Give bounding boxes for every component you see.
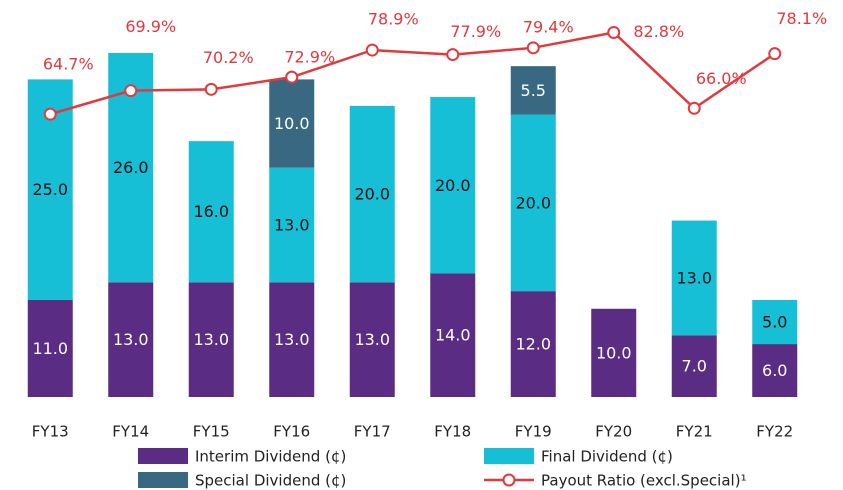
bar-segment xyxy=(671,220,717,336)
x-tick-label: FY15 xyxy=(193,423,230,441)
line-label: 78.1% xyxy=(776,9,827,28)
line-marker xyxy=(43,107,57,121)
line-marker xyxy=(124,84,138,98)
x-tick-label: FY21 xyxy=(676,423,713,441)
line-label: 70.2% xyxy=(203,48,254,67)
x-tick-label: FY18 xyxy=(434,423,471,441)
bar-segment xyxy=(510,291,556,397)
bar-segment xyxy=(188,282,234,397)
bar-segment xyxy=(510,66,556,115)
line-label: 69.9% xyxy=(125,17,176,36)
line-label: 64.7% xyxy=(43,55,94,74)
bar-segment xyxy=(671,335,717,397)
x-tick-label: FY20 xyxy=(595,423,632,441)
bar-label: 16.0 xyxy=(193,202,229,221)
line-label: 77.9% xyxy=(450,22,501,41)
bar-label: 10.0 xyxy=(596,343,632,362)
bar-label: 7.0 xyxy=(682,357,707,376)
bar-segment xyxy=(349,282,395,397)
x-tick-label: FY17 xyxy=(354,423,391,441)
bar-label: 20.0 xyxy=(354,185,390,204)
bar-label: 6.0 xyxy=(762,361,787,380)
bar-segment xyxy=(752,344,798,397)
legend-label: Payout Ratio (excl.Special)¹ xyxy=(541,472,747,490)
bar-label: 25.0 xyxy=(32,180,68,199)
bar-segment xyxy=(108,282,154,397)
bar-label: 26.0 xyxy=(113,158,149,177)
bar-label: 20.0 xyxy=(515,193,551,212)
bar-label: 11.0 xyxy=(32,339,68,358)
line-label: 78.9% xyxy=(368,10,419,29)
line-marker xyxy=(526,41,540,55)
bar-label: 13.0 xyxy=(274,215,310,234)
bar-segment xyxy=(27,299,73,397)
legend-swatch xyxy=(138,472,188,488)
bar-segment xyxy=(269,282,315,397)
legend-swatch xyxy=(484,448,534,464)
payout-line xyxy=(49,31,776,116)
line-label: 66.0% xyxy=(696,69,747,88)
legend-label: Special Dividend (¢) xyxy=(195,472,346,490)
legend-label: Interim Dividend (¢) xyxy=(195,448,346,466)
bar-label: 14.0 xyxy=(435,326,471,345)
bar-segment xyxy=(430,97,476,274)
bar-label: 20.0 xyxy=(435,176,471,195)
bar-segment xyxy=(430,273,476,397)
x-tick-label: FY22 xyxy=(756,423,793,441)
bar-label: 5.0 xyxy=(762,313,787,332)
x-tick-label: FY19 xyxy=(515,423,552,441)
line-marker xyxy=(446,48,460,62)
x-tick-label: FY13 xyxy=(32,423,69,441)
bar-label: 12.0 xyxy=(515,335,551,354)
bar-label: 10.0 xyxy=(274,114,310,133)
legend-swatch xyxy=(138,448,188,464)
legend-marker xyxy=(502,473,516,487)
bar-label: 13.0 xyxy=(354,330,390,349)
line-marker xyxy=(365,43,379,57)
bar-label: 13.0 xyxy=(113,330,149,349)
line-label: 82.8% xyxy=(633,22,684,41)
line-marker xyxy=(768,47,782,61)
line-marker xyxy=(607,25,621,39)
x-tick-label: FY16 xyxy=(273,423,310,441)
bar-label: 13.0 xyxy=(193,330,229,349)
bar-label: 13.0 xyxy=(274,330,310,349)
bar-segment xyxy=(349,105,395,283)
bar-segment xyxy=(510,114,556,292)
bar-segment xyxy=(269,79,315,168)
line-label: 72.9% xyxy=(284,48,335,67)
bar-segment xyxy=(591,308,637,397)
x-tick-label: FY14 xyxy=(112,423,149,441)
legend-label: Final Dividend (¢) xyxy=(541,448,673,466)
bar-segment xyxy=(752,299,798,345)
bar-segment xyxy=(188,141,234,283)
bar-label: 5.5 xyxy=(521,81,546,100)
bar-segment xyxy=(269,167,315,283)
bar-label: 13.0 xyxy=(676,268,712,287)
line-marker xyxy=(204,82,218,96)
line-marker xyxy=(687,101,701,115)
line-label: 79.4% xyxy=(523,17,574,36)
line-marker xyxy=(285,70,299,84)
